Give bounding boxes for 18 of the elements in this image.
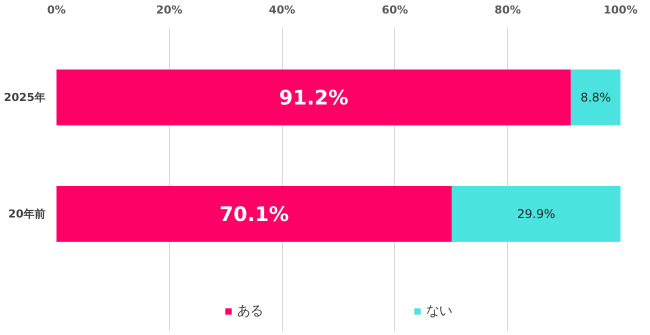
data-label: 29.9% (517, 206, 556, 221)
x-tick-label: 20% (156, 4, 182, 16)
legend-label: ある (237, 303, 263, 320)
bar (570, 69, 620, 126)
data-label: 91.2% (278, 85, 348, 110)
data-label: 70.1% (219, 202, 289, 226)
bar (452, 186, 620, 242)
x-tick-label: 0% (47, 4, 66, 16)
y-tick-label: 20年前 (8, 207, 46, 220)
x-tick-label: 60% (382, 4, 408, 16)
bar (56, 186, 452, 242)
x-tick-label: 100% (604, 4, 638, 16)
x-tick-label: 80% (494, 4, 521, 16)
y-tick-label: 2025年 (4, 90, 46, 104)
legend-label: ない (426, 303, 452, 320)
x-tick-label: 40% (268, 4, 296, 16)
data-label: 8.8% (580, 90, 611, 104)
bar (56, 69, 571, 126)
